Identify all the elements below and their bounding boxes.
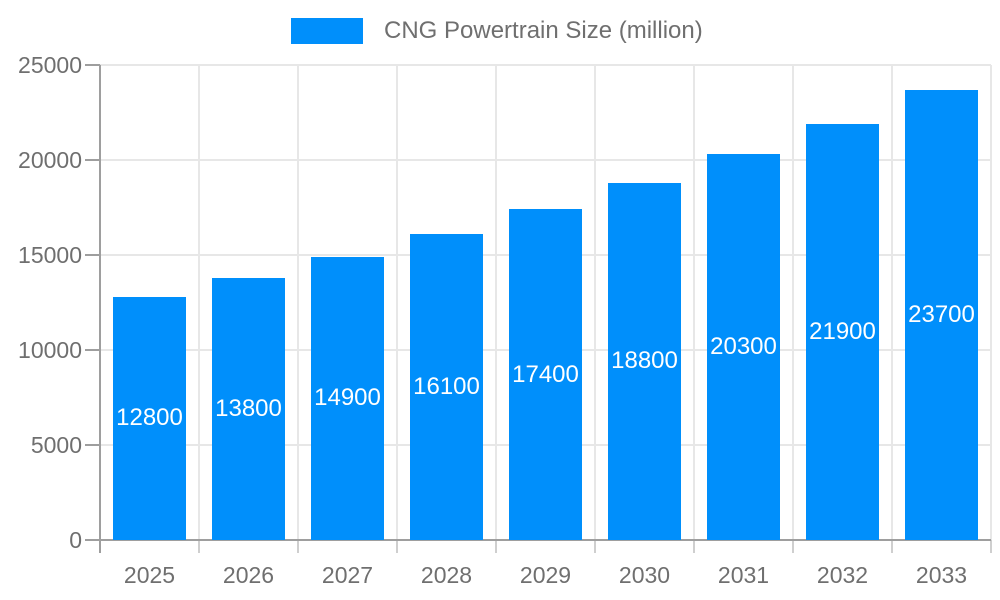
bar-value-label: 17400 (512, 360, 579, 388)
x-axis-label: 2026 (222, 562, 275, 588)
x-axis-tick (297, 540, 299, 553)
x-axis-tick (594, 540, 596, 553)
y-axis-tick (85, 349, 100, 351)
bar-value-label: 18800 (611, 347, 678, 375)
x-axis-tick (891, 540, 893, 553)
y-axis-line (99, 65, 101, 540)
x-axis-tick (99, 540, 101, 553)
x-gridline (891, 65, 893, 540)
bar-2026 (211, 277, 286, 540)
legend-swatch (291, 18, 363, 44)
x-axis-tick (495, 540, 497, 553)
x-axis-tick (990, 540, 992, 553)
bar-2029 (508, 209, 583, 540)
legend-label: CNG Powertrain Size (million) (384, 17, 703, 44)
bar-2033 (904, 89, 979, 540)
x-axis-tick (198, 540, 200, 553)
x-gridline (792, 65, 794, 540)
x-gridline (495, 65, 497, 540)
bar-2028 (409, 234, 484, 540)
y-axis-label: 10000 (18, 337, 82, 363)
legend-item[interactable]: CNG Powertrain Size (million) (291, 17, 703, 45)
x-axis-label: 2029 (519, 562, 572, 588)
y-axis-tick (85, 159, 100, 161)
x-axis-label: 2033 (915, 562, 968, 588)
bar-value-label: 13800 (215, 394, 282, 422)
x-gridline (990, 65, 992, 540)
bar-2031 (706, 154, 781, 540)
bar-2030 (607, 182, 682, 540)
x-axis-label: 2025 (123, 562, 176, 588)
x-gridline (594, 65, 596, 540)
bar-value-label: 12800 (116, 404, 183, 432)
x-axis-tick (693, 540, 695, 553)
y-axis-tick (85, 539, 100, 541)
bar-value-label: 21900 (809, 317, 876, 345)
y-axis-tick (85, 64, 100, 66)
bar-value-label: 16100 (413, 373, 480, 401)
x-axis-label: 2028 (420, 562, 473, 588)
y-gridline (100, 64, 991, 66)
x-axis-label: 2032 (816, 562, 869, 588)
bar-2025 (112, 296, 187, 540)
bar-value-label: 20300 (710, 333, 777, 361)
x-gridline (297, 65, 299, 540)
x-axis-label: 2031 (717, 562, 770, 588)
y-axis-tick (85, 444, 100, 446)
x-gridline (693, 65, 695, 540)
y-axis-tick (85, 254, 100, 256)
x-axis-tick (396, 540, 398, 553)
y-axis-label: 25000 (18, 52, 82, 78)
x-axis-label: 2030 (618, 562, 671, 588)
x-axis-tick (792, 540, 794, 553)
x-axis-line (100, 539, 991, 541)
y-axis-label: 20000 (18, 147, 82, 173)
bar-value-label: 14900 (314, 384, 381, 412)
bar-value-label: 23700 (908, 300, 975, 328)
y-axis-label: 0 (69, 527, 82, 553)
y-axis-label: 5000 (30, 432, 82, 458)
y-axis-label: 15000 (18, 242, 82, 268)
x-gridline (396, 65, 398, 540)
y-gridline (100, 159, 991, 161)
bar-2032 (805, 123, 880, 540)
bar-2027 (310, 256, 385, 540)
x-axis-label: 2027 (321, 562, 374, 588)
x-gridline (198, 65, 200, 540)
